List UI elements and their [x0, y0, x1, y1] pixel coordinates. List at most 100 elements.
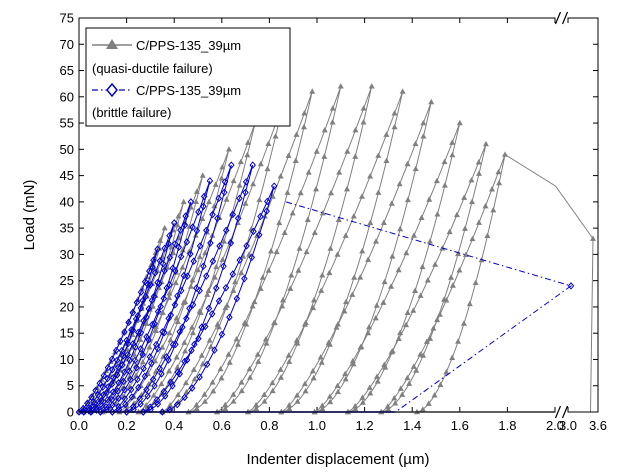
triangle-marker	[418, 214, 425, 220]
triangle-marker	[277, 374, 284, 380]
triangle-marker	[309, 88, 316, 94]
diamond-marker	[241, 274, 248, 283]
triangle-marker	[206, 337, 213, 343]
diamond-marker	[108, 395, 116, 404]
cycle-curve	[143, 185, 275, 413]
diamond-marker	[205, 304, 213, 313]
triangle-marker	[265, 267, 272, 273]
triangle-marker	[395, 266, 402, 273]
diamond-marker	[166, 405, 174, 414]
x-tick-label: 0.0	[70, 418, 88, 433]
diamond-marker	[125, 367, 133, 376]
diamond-marker	[220, 262, 227, 271]
triangle-marker	[265, 140, 272, 146]
triangle-marker	[431, 392, 438, 398]
diamond-marker	[80, 408, 88, 416]
triangle-marker	[475, 219, 482, 225]
triangle-marker	[180, 299, 187, 305]
diamond-marker	[157, 302, 164, 311]
triangle-marker	[172, 279, 179, 286]
diamond-marker	[179, 323, 186, 331]
triangle-marker	[399, 391, 406, 397]
triangle-marker	[456, 267, 463, 273]
triangle-marker	[210, 388, 217, 394]
diamond-marker	[156, 364, 164, 373]
triangle-marker	[261, 391, 268, 398]
triangle-marker	[256, 196, 263, 203]
triangle-marker	[284, 189, 291, 195]
triangle-marker	[396, 180, 403, 187]
axis-break-slash	[554, 405, 562, 419]
diamond-marker	[196, 373, 203, 381]
y-tick-labels: 0 5 10 15 20 25 30 35 40 45 50 55 60 65 70 75	[60, 11, 74, 420]
triangle-marker	[179, 264, 186, 270]
triangle-marker	[199, 172, 206, 178]
triangle-marker	[456, 119, 463, 126]
triangle-marker	[206, 198, 213, 205]
x-tick-label: 0.4	[165, 418, 183, 433]
diamond-marker	[255, 231, 263, 239]
triangle-marker	[455, 338, 462, 344]
diamond-marker	[132, 315, 140, 323]
triangle-marker	[153, 327, 160, 334]
triangle-marker	[181, 339, 188, 345]
triangle-marker	[158, 380, 165, 387]
triangle-marker	[367, 173, 374, 179]
triangle-marker	[417, 292, 424, 298]
y-tick-label: 5	[67, 378, 74, 393]
triangle-marker	[392, 400, 399, 406]
triangle-marker	[271, 319, 278, 326]
diamond-marker	[136, 395, 144, 403]
triangle-marker	[367, 219, 374, 226]
triangle-marker	[166, 294, 173, 301]
triangle-marker	[426, 196, 433, 202]
triangle-marker	[218, 374, 225, 381]
triangle-marker	[221, 238, 228, 244]
diamond-marker	[167, 378, 175, 386]
triangle-marker	[166, 367, 173, 374]
y-tick-label: 25	[60, 273, 74, 288]
triangle-marker	[469, 198, 476, 205]
triangle-marker	[286, 405, 293, 411]
diamond-marker	[208, 310, 216, 318]
triangle-marker	[259, 274, 266, 280]
diamond-marker	[229, 210, 237, 219]
axis-ticks	[78, 17, 599, 413]
diamond-marker	[184, 272, 191, 280]
triangle-marker	[301, 110, 308, 116]
triangle-marker	[434, 211, 441, 217]
diamond-marker	[188, 346, 195, 355]
diamond-marker	[170, 219, 178, 227]
diamond-marker	[234, 214, 242, 223]
diamond-marker	[108, 355, 116, 363]
triangle-marker	[318, 359, 325, 365]
triangle-marker	[247, 374, 254, 380]
triangle-marker	[205, 287, 212, 293]
triangle-marker	[412, 287, 419, 293]
triangle-marker	[462, 225, 469, 231]
diamond-marker	[181, 221, 189, 229]
triangle-marker	[285, 352, 292, 358]
triangle-marker	[170, 249, 177, 256]
diamond-marker	[209, 257, 217, 266]
triangle-marker	[351, 274, 358, 280]
series-brittle	[75, 161, 575, 416]
diamond-marker	[124, 350, 131, 359]
diamond-marker	[90, 398, 97, 406]
triangle-marker	[495, 168, 502, 175]
x-tick-label: 3.6	[589, 418, 607, 433]
diamond-marker	[109, 408, 116, 416]
triangle-marker	[294, 340, 301, 346]
diamond-marker	[222, 226, 230, 235]
triangle-marker	[269, 387, 276, 394]
plot-series	[75, 83, 596, 416]
diamond-marker	[249, 161, 257, 169]
triangle-marker	[248, 225, 255, 232]
x-tick-labels: 0.0 0.2 0.4 0.6 0.8 1.0 1.2 1.4 1.6 1.8 2.03.0 3.6	[70, 418, 607, 433]
diamond-marker	[209, 210, 216, 219]
legend-label-brittle: C/PPS-135_39µm	[136, 83, 241, 98]
triangle-marker	[253, 401, 260, 408]
triangle-marker	[391, 110, 398, 116]
y-tick-label: 35	[60, 221, 74, 236]
triangle-marker	[357, 344, 364, 350]
